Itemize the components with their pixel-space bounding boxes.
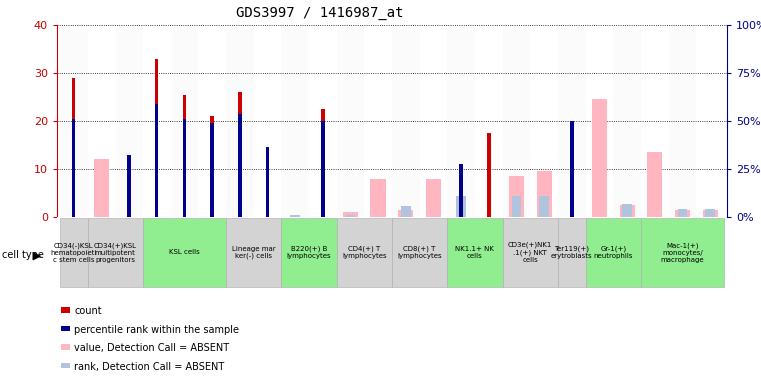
- Bar: [282, 218, 336, 286]
- Bar: [592, 99, 607, 217]
- Bar: [460, 179, 463, 217]
- Bar: [170, 25, 198, 217]
- Bar: [60, 218, 88, 286]
- Text: CD4(+) T
lymphocytes: CD4(+) T lymphocytes: [342, 246, 387, 259]
- Bar: [238, 114, 241, 217]
- Bar: [460, 164, 463, 217]
- Bar: [72, 78, 75, 217]
- Text: Ter119(+)
erytroblasts: Ter119(+) erytroblasts: [551, 246, 593, 259]
- Text: NK1.1+ NK
cells: NK1.1+ NK cells: [456, 246, 495, 259]
- Text: value, Detection Call = ABSENT: value, Detection Call = ABSENT: [74, 343, 229, 354]
- Bar: [61, 363, 70, 368]
- Bar: [457, 196, 466, 217]
- Text: count: count: [74, 306, 102, 316]
- Bar: [705, 209, 715, 217]
- Text: cell type: cell type: [2, 250, 43, 260]
- Bar: [398, 210, 413, 217]
- Bar: [371, 179, 386, 217]
- Text: percentile rank within the sample: percentile rank within the sample: [74, 325, 239, 335]
- Text: CD3e(+)NK1
.1(+) NKT
cells: CD3e(+)NK1 .1(+) NKT cells: [508, 242, 552, 263]
- Text: ▶: ▶: [33, 250, 41, 260]
- Bar: [143, 218, 226, 286]
- Bar: [266, 147, 269, 217]
- Bar: [669, 25, 696, 217]
- Bar: [282, 25, 309, 217]
- Bar: [511, 196, 521, 217]
- Text: CD34(-)KSL
hematopoieti
c stem cells: CD34(-)KSL hematopoieti c stem cells: [50, 242, 97, 263]
- Bar: [226, 218, 282, 286]
- Bar: [622, 204, 632, 217]
- Bar: [677, 209, 687, 217]
- Bar: [290, 215, 300, 217]
- Bar: [321, 121, 324, 217]
- Bar: [61, 326, 70, 331]
- Bar: [447, 25, 475, 217]
- Bar: [558, 218, 586, 286]
- Bar: [558, 25, 586, 217]
- Bar: [210, 116, 214, 217]
- Bar: [61, 344, 70, 350]
- Bar: [238, 92, 241, 217]
- Bar: [502, 218, 558, 286]
- Bar: [155, 59, 158, 217]
- Bar: [570, 121, 574, 217]
- Bar: [537, 171, 552, 217]
- Bar: [336, 218, 392, 286]
- Text: B220(+) B
lymphocytes: B220(+) B lymphocytes: [287, 246, 331, 259]
- Bar: [487, 133, 491, 217]
- Bar: [647, 152, 662, 217]
- Bar: [540, 196, 549, 217]
- Text: Gr-1(+)
neutrophils: Gr-1(+) neutrophils: [594, 246, 633, 259]
- Bar: [586, 218, 641, 286]
- Bar: [183, 119, 186, 217]
- Bar: [345, 215, 355, 217]
- Text: CD34(+)KSL
multipotent
progenitors: CD34(+)KSL multipotent progenitors: [94, 242, 137, 263]
- Bar: [392, 218, 447, 286]
- Bar: [127, 167, 131, 217]
- Bar: [392, 25, 419, 217]
- Bar: [342, 212, 358, 217]
- Bar: [675, 210, 690, 217]
- Bar: [321, 109, 324, 217]
- Text: Mac-1(+)
monocytes/
macrophage: Mac-1(+) monocytes/ macrophage: [661, 242, 704, 263]
- Bar: [702, 210, 718, 217]
- Bar: [509, 176, 524, 217]
- Bar: [613, 25, 641, 217]
- Bar: [155, 104, 158, 217]
- Bar: [183, 94, 186, 217]
- Bar: [72, 119, 75, 217]
- Bar: [115, 25, 143, 217]
- Bar: [61, 307, 70, 313]
- Text: Lineage mar
ker(-) cells: Lineage mar ker(-) cells: [232, 246, 275, 259]
- Bar: [619, 205, 635, 217]
- Bar: [426, 179, 441, 217]
- Text: rank, Detection Call = ABSENT: rank, Detection Call = ABSENT: [74, 362, 224, 372]
- Bar: [60, 25, 88, 217]
- Bar: [94, 159, 109, 217]
- Bar: [336, 25, 365, 217]
- Text: GDS3997 / 1416987_at: GDS3997 / 1416987_at: [236, 6, 403, 20]
- Bar: [502, 25, 530, 217]
- Bar: [127, 155, 131, 217]
- Text: KSL cells: KSL cells: [169, 250, 199, 255]
- Text: CD8(+) T
lymphocytes: CD8(+) T lymphocytes: [397, 246, 442, 259]
- Bar: [88, 218, 143, 286]
- Bar: [401, 207, 411, 217]
- Bar: [266, 155, 269, 217]
- Bar: [641, 218, 724, 286]
- Bar: [210, 123, 214, 217]
- Bar: [226, 25, 253, 217]
- Bar: [447, 218, 502, 286]
